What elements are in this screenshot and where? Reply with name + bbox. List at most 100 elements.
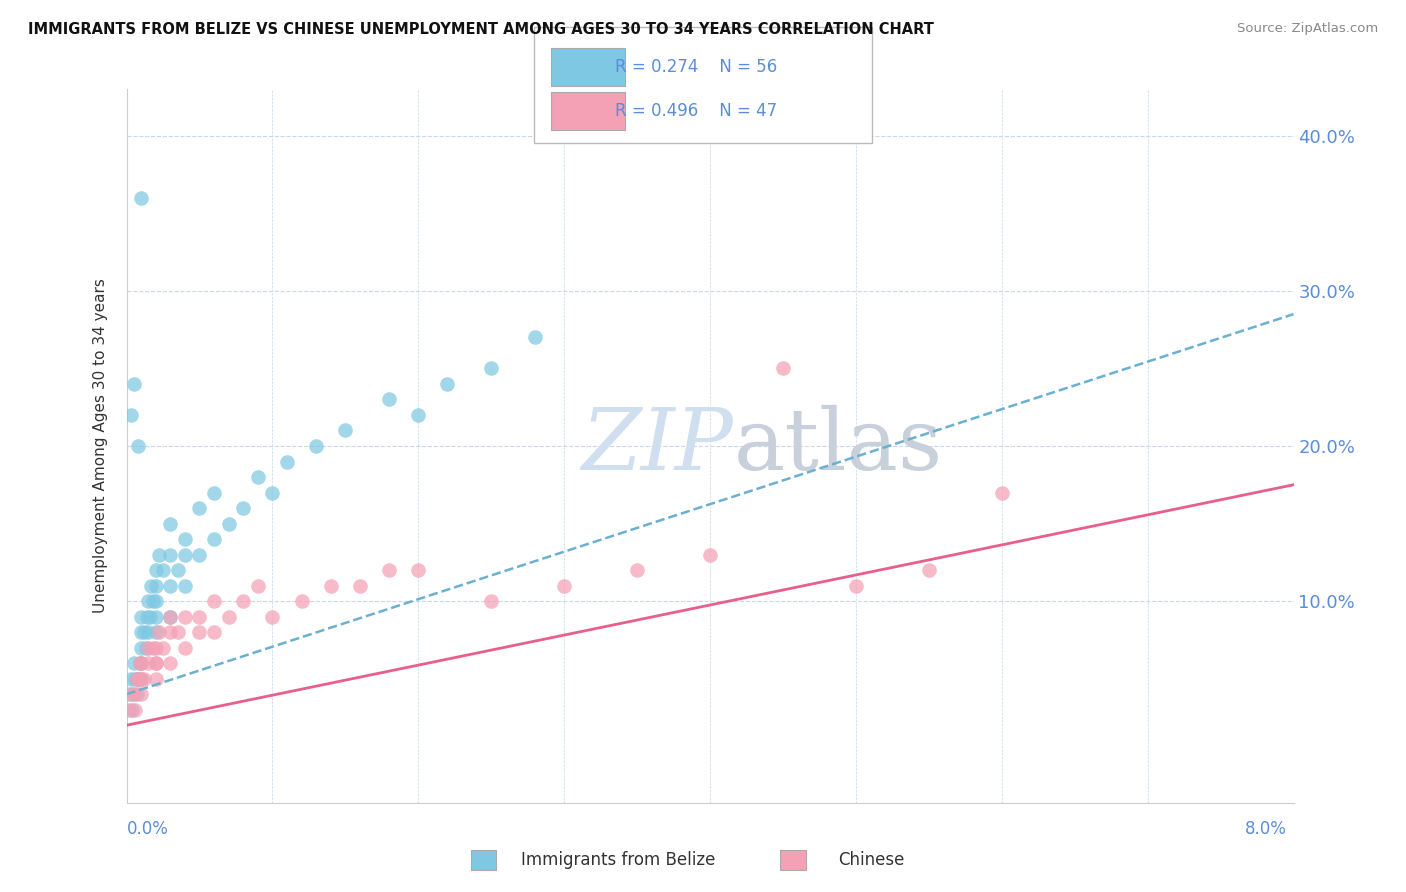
Point xyxy=(132,625,155,640)
Point xyxy=(145,656,167,670)
Point xyxy=(118,703,141,717)
Point xyxy=(378,563,401,577)
Point xyxy=(188,625,211,640)
Text: Immigrants from Belize: Immigrants from Belize xyxy=(522,851,716,869)
Point xyxy=(148,625,170,640)
Point xyxy=(159,548,181,562)
Point xyxy=(335,424,357,438)
Point xyxy=(276,454,298,468)
Point xyxy=(174,640,197,655)
Point xyxy=(232,594,254,608)
Point xyxy=(349,579,371,593)
Point xyxy=(174,609,197,624)
Point xyxy=(202,532,225,546)
Point xyxy=(127,672,149,686)
Point xyxy=(553,579,575,593)
Point xyxy=(246,579,269,593)
Text: ZIP: ZIP xyxy=(582,405,734,487)
Point xyxy=(127,672,149,686)
Point xyxy=(124,672,146,686)
Point xyxy=(202,485,225,500)
Point xyxy=(145,672,167,686)
Point xyxy=(121,703,143,717)
Point xyxy=(118,687,141,701)
Text: Source: ZipAtlas.com: Source: ZipAtlas.com xyxy=(1237,22,1378,36)
Point xyxy=(772,361,794,376)
Point xyxy=(129,656,152,670)
Point xyxy=(120,672,142,686)
Point xyxy=(145,625,167,640)
Point xyxy=(129,191,152,205)
Point xyxy=(129,640,152,655)
Point xyxy=(174,579,197,593)
Text: 8.0%: 8.0% xyxy=(1244,820,1286,838)
Point xyxy=(626,563,648,577)
Point xyxy=(145,594,167,608)
Point xyxy=(174,548,197,562)
Point xyxy=(699,548,721,562)
Point xyxy=(218,516,240,531)
Text: atlas: atlas xyxy=(734,404,942,488)
Point xyxy=(129,672,152,686)
Point xyxy=(378,392,401,407)
Point xyxy=(145,579,167,593)
Point xyxy=(246,470,269,484)
Point xyxy=(436,376,458,391)
Point xyxy=(141,579,163,593)
Point xyxy=(262,609,284,624)
Point xyxy=(159,656,181,670)
Point xyxy=(918,563,941,577)
Point xyxy=(305,439,328,453)
Point xyxy=(142,594,165,608)
FancyBboxPatch shape xyxy=(551,92,626,130)
Text: R = 0.274    N = 56: R = 0.274 N = 56 xyxy=(616,58,778,77)
Point xyxy=(132,672,155,686)
Y-axis label: Unemployment Among Ages 30 to 34 years: Unemployment Among Ages 30 to 34 years xyxy=(93,278,108,614)
Text: 0.0%: 0.0% xyxy=(127,820,169,838)
Point xyxy=(159,609,181,624)
Point xyxy=(408,563,430,577)
Point xyxy=(479,361,502,376)
Point xyxy=(128,656,150,670)
Point xyxy=(174,532,197,546)
Point xyxy=(120,408,142,422)
Point xyxy=(129,656,152,670)
Point xyxy=(145,640,167,655)
Point xyxy=(159,609,181,624)
Point xyxy=(290,594,312,608)
Point xyxy=(122,656,145,670)
Point xyxy=(479,594,502,608)
Point xyxy=(188,548,211,562)
Point xyxy=(138,594,160,608)
Point xyxy=(122,687,145,701)
Point xyxy=(262,485,284,500)
FancyBboxPatch shape xyxy=(534,27,872,143)
Point xyxy=(129,687,152,701)
Point xyxy=(139,609,162,624)
Point xyxy=(408,408,430,422)
Point xyxy=(845,579,868,593)
Point xyxy=(166,625,188,640)
Point xyxy=(129,609,152,624)
Point xyxy=(145,656,167,670)
Point xyxy=(523,330,546,344)
Point xyxy=(188,609,211,624)
Point xyxy=(159,625,181,640)
Point xyxy=(159,516,181,531)
Point xyxy=(166,563,188,577)
Point xyxy=(188,501,211,516)
Point xyxy=(202,625,225,640)
Point xyxy=(121,687,143,701)
Point xyxy=(202,594,225,608)
Point xyxy=(319,579,342,593)
Point xyxy=(125,687,148,701)
Point xyxy=(136,609,159,624)
Text: IMMIGRANTS FROM BELIZE VS CHINESE UNEMPLOYMENT AMONG AGES 30 TO 34 YEARS CORRELA: IMMIGRANTS FROM BELIZE VS CHINESE UNEMPL… xyxy=(28,22,934,37)
Point xyxy=(145,609,167,624)
Point xyxy=(138,656,160,670)
Point xyxy=(122,376,145,391)
Point xyxy=(127,439,149,453)
Point xyxy=(232,501,254,516)
Point xyxy=(145,563,167,577)
Point xyxy=(128,656,150,670)
